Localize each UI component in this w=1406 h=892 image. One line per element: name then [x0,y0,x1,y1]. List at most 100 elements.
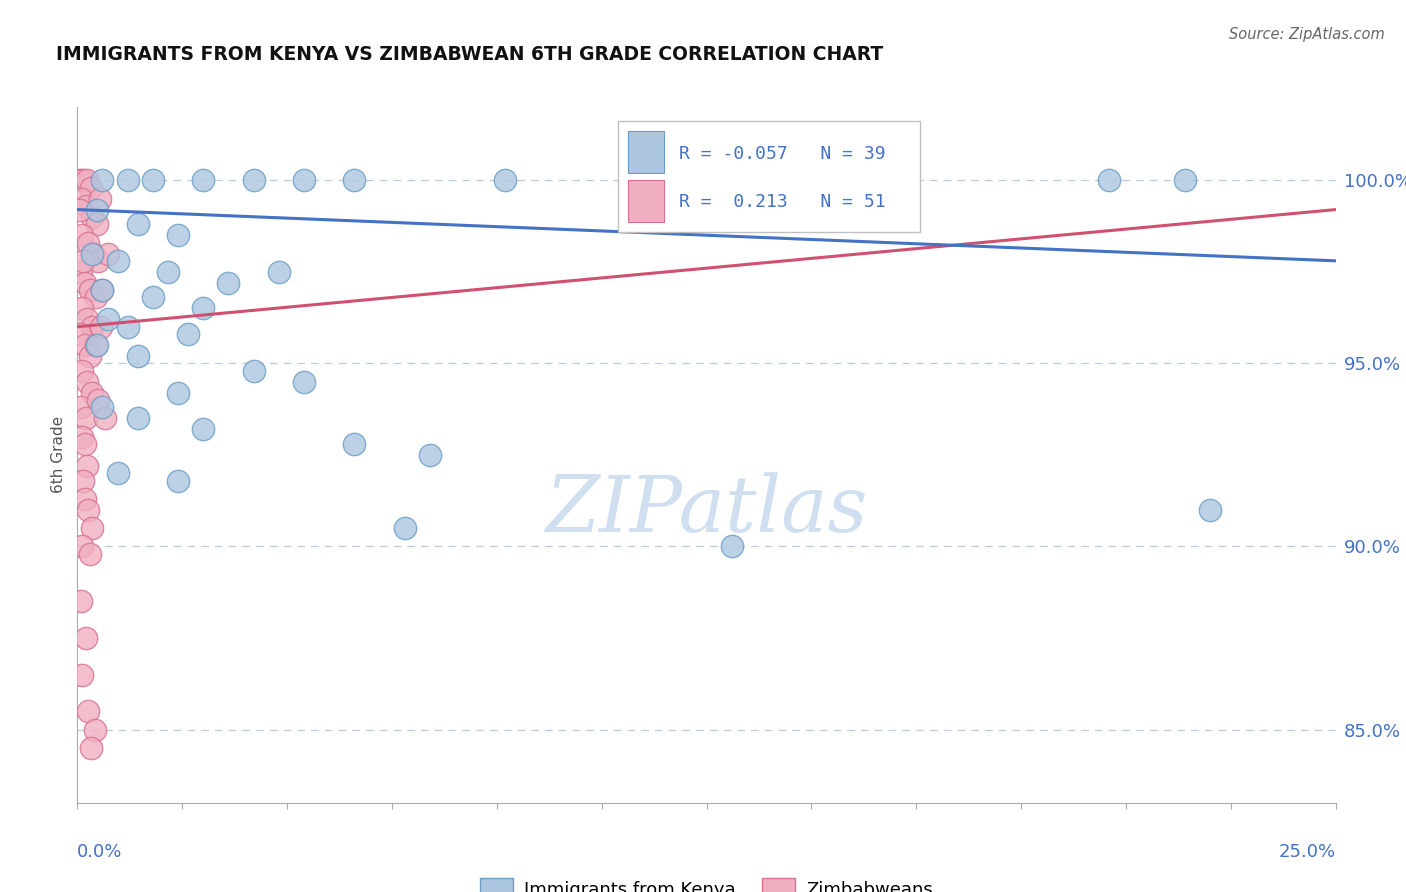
Point [76,312,98,326]
Point [72,228,94,243]
Point [79,547,101,561]
Point [292,375,315,389]
Text: 0.0%: 0.0% [77,843,122,861]
Point [89,192,111,206]
Point [191,422,215,436]
Point [72,667,94,681]
Point [127,411,149,425]
Text: R =  0.213   N = 51: R = 0.213 N = 51 [679,194,886,211]
Point [343,437,366,451]
Point [73,491,96,506]
Point [394,521,416,535]
Text: Source: ZipAtlas.com: Source: ZipAtlas.com [1229,27,1385,42]
Point [91,283,114,297]
Point [720,540,742,554]
Point [117,319,139,334]
Point [70,265,93,279]
Point [156,265,179,279]
Point [72,429,94,443]
Point [117,173,139,187]
Point [242,364,264,378]
Point [142,290,165,304]
FancyBboxPatch shape [628,180,664,222]
FancyBboxPatch shape [619,121,921,232]
Point [177,327,200,342]
Point [86,338,108,352]
Point [79,283,101,297]
Point [76,375,98,389]
Point [107,467,129,481]
Point [91,173,114,187]
Point [107,253,129,268]
Point [82,385,104,400]
Point [77,235,100,250]
Point [96,312,118,326]
Point [142,173,165,187]
Point [77,704,100,718]
Point [77,503,100,517]
Point [72,301,94,316]
Point [91,401,114,415]
Point [76,173,98,187]
Text: 25.0%: 25.0% [1278,843,1336,861]
Point [1098,173,1121,187]
Point [69,173,91,187]
Point [167,474,190,488]
FancyBboxPatch shape [628,131,664,173]
Point [86,290,108,304]
Point [73,338,96,352]
Point [69,202,91,217]
Point [94,411,117,425]
Point [90,319,112,334]
Point [217,276,239,290]
Point [167,385,190,400]
Point [1198,503,1220,517]
Point [70,594,93,608]
Point [79,349,101,363]
Point [127,217,149,231]
Point [72,364,94,378]
Point [86,217,108,231]
Point [127,349,149,363]
Point [84,723,107,737]
Point [343,173,366,187]
Point [96,246,118,260]
Point [69,327,91,342]
Point [76,458,98,473]
Point [419,448,441,462]
Y-axis label: 6th Grade: 6th Grade [51,417,66,493]
Point [1174,173,1197,187]
Point [86,338,108,352]
Point [75,631,97,645]
Point [87,392,110,407]
Point [73,437,96,451]
Point [167,228,190,243]
Point [72,540,94,554]
Point [80,180,103,194]
Point [82,319,104,334]
Point [75,411,97,425]
Point [86,202,108,217]
Point [242,173,264,187]
Legend: Immigrants from Kenya, Zimbabweans: Immigrants from Kenya, Zimbabweans [474,871,939,892]
Point [82,246,104,260]
Point [87,253,110,268]
Point [70,401,93,415]
Text: IMMIGRANTS FROM KENYA VS ZIMBABWEAN 6TH GRADE CORRELATION CHART: IMMIGRANTS FROM KENYA VS ZIMBABWEAN 6TH … [56,45,883,63]
Point [70,192,93,206]
Point [72,253,94,268]
Point [80,740,103,755]
Point [292,173,315,187]
Point [73,276,96,290]
Point [75,199,97,213]
Point [72,173,94,187]
Point [72,474,94,488]
Point [191,301,215,316]
Text: ZIPatlas: ZIPatlas [546,473,868,549]
Point [494,173,516,187]
Point [91,283,114,297]
Point [82,521,104,535]
Point [82,246,104,260]
Point [267,265,290,279]
Text: R = -0.057   N = 39: R = -0.057 N = 39 [679,145,886,162]
